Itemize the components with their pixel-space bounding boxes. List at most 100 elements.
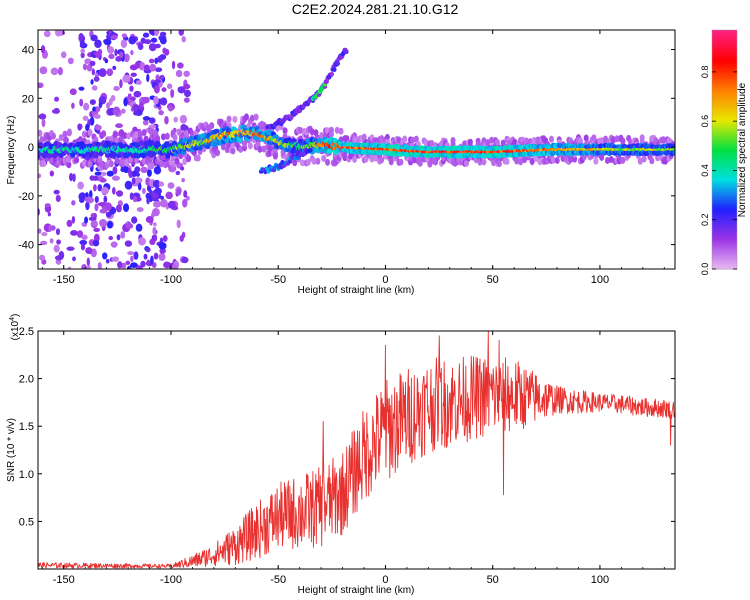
spectral-blob	[67, 266, 72, 269]
colorbar-tick-label: 0.6	[700, 115, 710, 128]
colorbar-segment	[712, 71, 737, 75]
colorbar-segment	[712, 197, 737, 200]
colorbar-segment	[712, 119, 737, 123]
spectral-blob	[159, 97, 168, 106]
spectral-blob	[159, 160, 165, 168]
spectral-blob	[215, 149, 221, 157]
spectral-blob	[132, 196, 138, 203]
colorbar-segment	[712, 97, 737, 101]
spectral-blob	[132, 170, 137, 178]
spectral-blob	[125, 260, 131, 266]
spectral-blob	[152, 180, 159, 188]
spectral-blob	[148, 117, 156, 124]
spectral-blob	[94, 203, 99, 212]
spectral-blob	[162, 161, 168, 169]
spectral-blob	[104, 152, 111, 158]
spectral-blob	[115, 190, 124, 197]
colorbar-segment	[712, 67, 737, 71]
colorbar-segment	[712, 123, 737, 127]
spectrogram-axes: -150 -100 -50 0 50 100 -40 -20 0 20 40	[18, 30, 675, 286]
colorbar-segment	[712, 183, 737, 186]
snr-x-tick-label: -50	[270, 574, 286, 586]
spectral-blob	[197, 145, 203, 151]
spectral-blob	[106, 140, 112, 147]
colorbar-segment	[712, 175, 737, 178]
spectral-blob	[66, 161, 72, 169]
spectral-blob	[140, 166, 148, 174]
spectral-blob	[272, 152, 278, 160]
spectral-blob	[165, 191, 173, 200]
spectral-blob	[110, 35, 118, 40]
spectral-blob	[69, 88, 77, 96]
colorbar-segment	[712, 103, 737, 107]
spectral-blob	[162, 235, 168, 242]
spectral-blob	[39, 66, 48, 75]
colorbar-segment	[712, 109, 737, 113]
colorbar-segment	[712, 165, 737, 169]
spectral-blob	[181, 256, 189, 264]
spectral-blob	[154, 43, 161, 49]
spectral-blob	[106, 170, 114, 177]
spectral-blob	[164, 48, 170, 56]
colorbar-segment	[712, 143, 737, 147]
colorbar-segment	[712, 113, 737, 117]
spectral-blob	[150, 255, 154, 265]
spectral-blob	[124, 240, 133, 247]
spectral-blob	[118, 135, 124, 143]
spectral-blob	[130, 72, 137, 77]
spectral-blob	[112, 131, 118, 139]
spectral-blob	[313, 129, 319, 137]
spectral-blob	[134, 177, 143, 184]
spectral-blob	[413, 135, 419, 143]
colorbar-segment	[712, 131, 737, 135]
spectral-blob	[182, 198, 188, 208]
colorbar-segment	[712, 205, 737, 208]
colorbar-segment	[712, 139, 737, 143]
colorbar-segment	[712, 179, 737, 182]
spectral-blob	[151, 208, 160, 217]
colorbar-segment	[712, 203, 737, 206]
spectral-blob	[89, 60, 96, 67]
spectral-blob	[117, 261, 123, 269]
spectral-blob	[107, 46, 115, 54]
spectral-blob	[149, 162, 155, 170]
spectral-blob	[361, 133, 367, 141]
spectral-blob	[55, 228, 61, 236]
spectral-blob	[184, 130, 190, 138]
colorbar-segment	[712, 63, 737, 67]
spectral-blob	[90, 34, 98, 42]
spectral-blob	[50, 225, 56, 231]
spectral-blob	[423, 139, 429, 147]
spectral-blob	[166, 83, 173, 90]
snr-x-tick-label: 100	[591, 574, 609, 586]
spectral-blob	[133, 111, 140, 116]
spectral-blob	[154, 187, 163, 195]
spectral-blob	[148, 58, 155, 64]
colorbar-segment	[712, 163, 737, 167]
colorbar-segment	[712, 30, 737, 33]
spectral-blob	[146, 197, 150, 205]
spectral-blob	[78, 86, 85, 91]
spectral-blob	[99, 218, 107, 228]
colorbar-segment	[712, 49, 737, 53]
spectral-blob	[160, 133, 166, 141]
snr-panel: -150 -100 -50 0 50 100 0.5 1.0 1.5 2.0 2.5 Height …	[6, 314, 676, 596]
spectral-blob	[89, 116, 95, 126]
spectral-blob	[148, 43, 157, 52]
colorbar-segment	[712, 87, 737, 91]
spectrogram-y-axis-label: Frequency (Hz)	[6, 116, 17, 185]
spectral-blob	[95, 51, 102, 59]
spectral-blob	[172, 133, 178, 141]
colorbar-segment	[712, 55, 737, 59]
spectral-blob	[123, 203, 130, 213]
spectral-blob	[86, 257, 91, 266]
spectral-blob	[137, 42, 144, 51]
spectral-blob	[237, 137, 243, 143]
colorbar-segment	[712, 153, 737, 157]
spectrogram-y-tick-label: 20	[22, 93, 34, 105]
colorbar-segment	[712, 199, 737, 202]
spectral-blob	[89, 99, 96, 105]
spectral-blob	[153, 234, 158, 242]
spectral-blob	[603, 135, 609, 143]
spectral-blob	[614, 135, 620, 143]
